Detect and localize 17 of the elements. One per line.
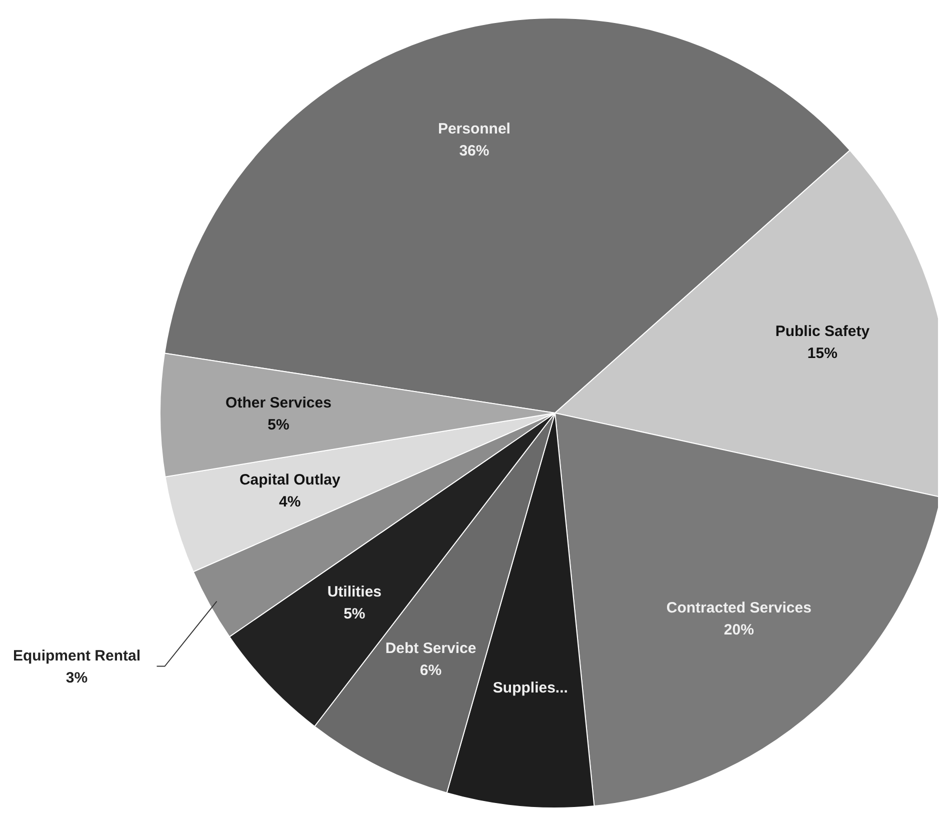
data-label: 5%: [344, 605, 366, 622]
slice-label: Other Services: [226, 394, 332, 412]
data-label: 20%: [724, 621, 754, 638]
slice-label: Debt Service: [385, 640, 476, 657]
data-label: 3%: [66, 669, 88, 686]
slice-label: Equipment Rental: [13, 647, 141, 664]
data-label: 15%: [807, 344, 838, 362]
slice-label: Personnel: [438, 120, 510, 138]
slice-label: Utilities: [327, 583, 382, 600]
slice-label: Contracted Services: [666, 599, 812, 616]
slice-label: Capital Outlay: [239, 472, 341, 488]
data-label: 5%: [268, 416, 290, 434]
data-label: 4%: [279, 494, 301, 510]
slice-label: Supplies...: [492, 679, 568, 696]
slice-label: Public Safety: [775, 322, 870, 340]
data-label: 6%: [420, 662, 442, 679]
data-label: 36%: [459, 142, 490, 160]
